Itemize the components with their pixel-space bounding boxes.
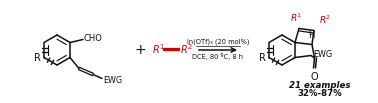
Text: $R^1$: $R^1$	[290, 11, 302, 23]
Text: $R^2$: $R^2$	[180, 42, 193, 56]
Text: 32%-87%: 32%-87%	[297, 88, 342, 98]
Text: DCE, 80 ºC, 8 h: DCE, 80 ºC, 8 h	[192, 53, 243, 60]
Text: R: R	[34, 53, 41, 63]
Text: CHO: CHO	[84, 34, 103, 43]
Text: +: +	[134, 43, 146, 57]
Text: $R^1$: $R^1$	[152, 42, 165, 56]
Text: 21 examples: 21 examples	[289, 81, 351, 90]
Text: $R^2$: $R^2$	[319, 13, 332, 26]
Text: O: O	[311, 72, 318, 82]
Text: EWG: EWG	[103, 76, 122, 85]
Text: R: R	[259, 53, 266, 63]
Text: H: H	[308, 32, 314, 40]
Text: EWG: EWG	[313, 50, 332, 59]
Text: In(OTf)₃ (20 mol%): In(OTf)₃ (20 mol%)	[187, 39, 249, 45]
